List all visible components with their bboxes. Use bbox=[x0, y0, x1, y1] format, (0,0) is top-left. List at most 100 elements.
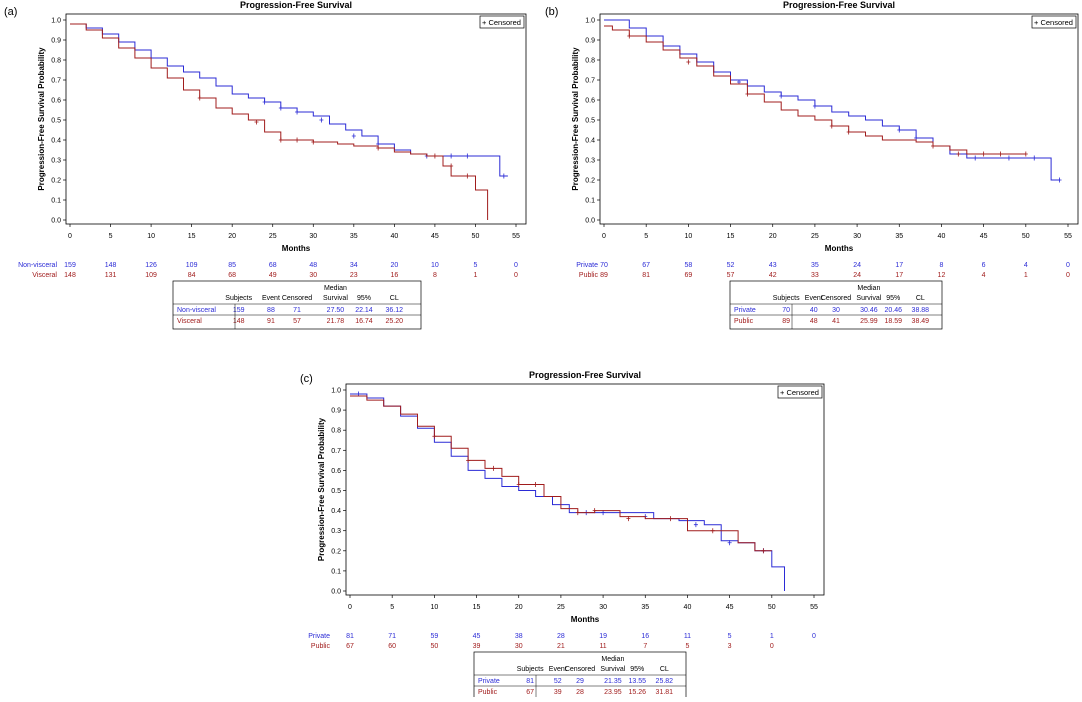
censor-mark bbox=[432, 153, 437, 159]
at-risk-value: 28 bbox=[557, 633, 565, 640]
at-risk-value: 131 bbox=[105, 272, 117, 279]
table-cell: 91 bbox=[267, 318, 275, 325]
at-risk-value: 21 bbox=[557, 643, 565, 650]
y-tick-label: 0.6 bbox=[51, 98, 61, 105]
at-risk-value: 7 bbox=[643, 643, 647, 650]
y-tick-label: 0.7 bbox=[331, 448, 341, 455]
x-tick-label: 30 bbox=[853, 233, 861, 240]
chart-panel-c: (c) Progression-Free Survival + Censored 0.… bbox=[300, 370, 825, 701]
at-risk-value: 85 bbox=[228, 262, 236, 269]
at-risk-value: 60 bbox=[388, 643, 396, 650]
at-risk-value: 0 bbox=[1066, 272, 1070, 279]
at-risk-value: 6 bbox=[982, 262, 986, 269]
table-cell: 48 bbox=[810, 318, 818, 325]
table-row-label: Visceral bbox=[177, 318, 202, 325]
table-header-median: Median bbox=[857, 285, 880, 292]
at-risk-value: 1 bbox=[770, 633, 774, 640]
legend-label: + Censored bbox=[780, 388, 819, 397]
at-risk-value: 11 bbox=[599, 643, 606, 650]
table-cell: 38.49 bbox=[912, 318, 930, 325]
at-risk-label: Private bbox=[308, 633, 330, 640]
x-tick-label: 45 bbox=[431, 233, 439, 240]
table-cell: 89 bbox=[782, 318, 790, 325]
x-tick-label: 55 bbox=[810, 604, 818, 611]
at-risk-value: 68 bbox=[228, 272, 236, 279]
x-tick-label: 10 bbox=[684, 233, 692, 240]
at-risk-label: Public bbox=[579, 272, 599, 279]
censor-mark bbox=[465, 173, 470, 179]
x-tick-label: 10 bbox=[430, 604, 438, 611]
table-cell: 30.46 bbox=[860, 307, 878, 314]
at-risk-value: 1 bbox=[474, 272, 478, 279]
at-risk-value: 81 bbox=[642, 272, 650, 279]
at-risk-value: 35 bbox=[811, 262, 819, 269]
table-header: Survival bbox=[856, 295, 881, 302]
y-tick-label: 0.8 bbox=[51, 58, 61, 65]
x-tick-label: 50 bbox=[1022, 233, 1030, 240]
table-cell: 18.59 bbox=[884, 318, 902, 325]
table-header: CL bbox=[916, 295, 925, 302]
table-header: CL bbox=[660, 666, 669, 673]
censor-mark bbox=[745, 91, 750, 97]
legend: + Censored bbox=[1031, 15, 1077, 29]
y-tick-label: 0.9 bbox=[331, 408, 341, 415]
at-risk-value: 67 bbox=[642, 262, 650, 269]
x-tick-label: 20 bbox=[769, 233, 777, 240]
summary-table-border bbox=[473, 651, 687, 701]
panel-label: (c) bbox=[300, 373, 313, 385]
censor-mark bbox=[449, 153, 454, 159]
censor-mark bbox=[533, 481, 538, 487]
at-risk-value: 0 bbox=[514, 262, 518, 269]
table-cell: 30 bbox=[832, 307, 840, 314]
legend-box bbox=[1031, 15, 1077, 29]
at-risk-value: 4 bbox=[1024, 262, 1028, 269]
censor-mark bbox=[432, 433, 437, 439]
at-risk-value: 67 bbox=[346, 643, 354, 650]
at-risk-value: 69 bbox=[684, 272, 692, 279]
km-curve-private bbox=[350, 393, 785, 591]
censor-mark bbox=[981, 151, 986, 157]
table-cell: 25.20 bbox=[386, 318, 404, 325]
at-risk-value: 52 bbox=[727, 262, 735, 269]
chart-title: Progression-Free Survival bbox=[529, 370, 641, 380]
table-row-label: Public bbox=[478, 689, 498, 696]
table-cell: 159 bbox=[233, 307, 245, 314]
at-risk-value: 71 bbox=[388, 633, 396, 640]
at-risk-value: 24 bbox=[853, 262, 861, 269]
censor-mark bbox=[710, 528, 715, 534]
censor-mark bbox=[668, 516, 673, 522]
censor-mark bbox=[693, 522, 698, 528]
table-cell: 15.26 bbox=[628, 689, 646, 696]
table-row-label: Public bbox=[734, 318, 754, 325]
legend-label: + Censored bbox=[482, 18, 521, 27]
censor-mark bbox=[351, 133, 356, 139]
table-cell: 67 bbox=[526, 689, 534, 696]
y-tick-label: 0.4 bbox=[331, 508, 341, 515]
y-tick-label: 0.5 bbox=[331, 488, 341, 495]
censor-mark bbox=[278, 137, 283, 143]
censor-mark bbox=[1023, 151, 1028, 157]
legend-box bbox=[777, 385, 823, 399]
at-risk-value: 42 bbox=[769, 272, 777, 279]
x-tick-label: 40 bbox=[684, 604, 692, 611]
censor-mark bbox=[956, 151, 961, 157]
censor-mark bbox=[319, 117, 324, 123]
y-tick-label: 0.0 bbox=[331, 589, 341, 596]
censor-mark bbox=[846, 129, 851, 135]
at-risk-value: 8 bbox=[433, 272, 437, 279]
censor-mark bbox=[1032, 155, 1037, 161]
y-tick-label: 1.0 bbox=[51, 18, 61, 25]
table-header: Event bbox=[262, 295, 280, 302]
table-cell: 21.35 bbox=[604, 678, 622, 685]
censor-mark bbox=[254, 119, 259, 125]
x-tick-label: 35 bbox=[895, 233, 903, 240]
table-cell: 81 bbox=[526, 678, 534, 685]
at-risk-value: 23 bbox=[350, 272, 358, 279]
at-risk-value: 0 bbox=[770, 643, 774, 650]
at-risk-value: 38 bbox=[515, 633, 523, 640]
x-tick-label: 25 bbox=[557, 604, 565, 611]
table-row-label: Private bbox=[478, 678, 500, 685]
x-tick-label: 5 bbox=[109, 233, 113, 240]
